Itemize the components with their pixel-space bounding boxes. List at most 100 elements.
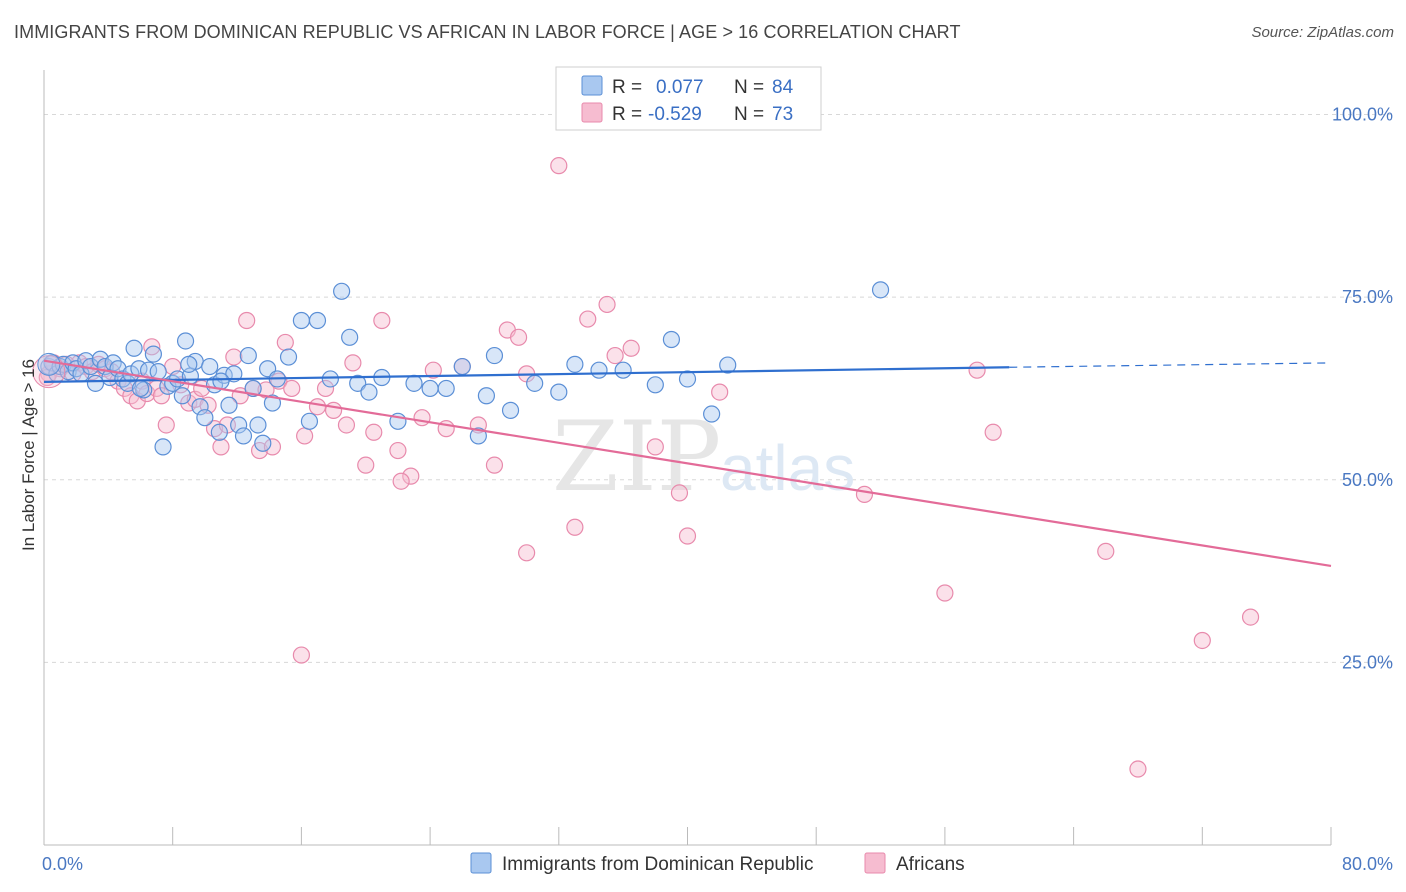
- axes: 100.0% 75.0% 50.0% 25.0% 0.0% 80.0%: [42, 70, 1393, 874]
- x-tick-label: 0.0%: [42, 854, 83, 874]
- africans-point: [212, 438, 230, 456]
- correlation-legend: R = 0.077 N = 84 R = -0.529 N = 73: [555, 66, 822, 131]
- africans-point: [646, 438, 664, 456]
- dominican-point: [144, 345, 162, 363]
- dominican-point: [254, 434, 272, 452]
- africans-trend-line: [43, 359, 1332, 568]
- africans-point: [622, 339, 640, 357]
- legend-r-label: R =: [612, 104, 642, 125]
- africans-point: [292, 646, 310, 664]
- dominican-point: [333, 282, 351, 300]
- africans-point: [509, 328, 528, 346]
- dominican-point: [453, 357, 471, 376]
- legend-n-value-blue: 84: [772, 77, 794, 98]
- africans-point: [152, 387, 171, 405]
- africans-point: [711, 383, 729, 401]
- dominican-point: [550, 383, 568, 401]
- africans-point: [1097, 542, 1115, 560]
- dominican-point: [86, 374, 105, 392]
- series-legend-label-pink: Africans: [896, 854, 965, 875]
- africans-point: [518, 544, 536, 562]
- africans-point: [936, 584, 954, 602]
- dominican-point: [614, 361, 632, 379]
- africans-point: [413, 409, 431, 427]
- africans-point: [316, 379, 335, 398]
- africans-point: [263, 438, 282, 456]
- dominican-point: [590, 361, 608, 379]
- africans-point: [296, 427, 314, 445]
- africans-point: [392, 472, 410, 490]
- dominican-point: [871, 281, 890, 299]
- dominican-point: [360, 383, 378, 401]
- y-tick-label: 75.0%: [1342, 287, 1393, 307]
- africans-point: [550, 157, 568, 175]
- dominican-point: [292, 311, 310, 330]
- africans-point: [238, 311, 256, 330]
- series-legend: Immigrants from Dominican Republic Afric…: [470, 852, 965, 875]
- legend-n-value-pink: 73: [772, 104, 793, 125]
- watermark-atlas: atlas: [720, 432, 855, 504]
- legend-r-value-pink: -0.529: [648, 104, 702, 125]
- dominican-point: [279, 348, 298, 366]
- africans-point: [1129, 760, 1147, 778]
- dominican-point: [131, 379, 150, 398]
- dominican-point: [321, 370, 339, 388]
- africans-point: [373, 311, 391, 330]
- africans-point: [402, 467, 420, 485]
- watermark: ZIP atlas: [552, 401, 855, 513]
- dominican-point: [526, 374, 544, 392]
- africans-point: [157, 416, 175, 434]
- dominican-point: [341, 328, 359, 346]
- dominican-point: [501, 401, 520, 419]
- y-tick-label: 50.0%: [1342, 470, 1393, 490]
- africans-point: [308, 398, 327, 416]
- africans-point: [283, 379, 301, 398]
- dominican-point: [662, 330, 681, 349]
- dominican-point: [421, 379, 439, 398]
- dominican-point: [678, 370, 697, 388]
- series-legend-swatch-blue: [470, 852, 492, 874]
- africans-point: [1193, 631, 1211, 650]
- chart-title: IMMIGRANTS FROM DOMINICAN REPUBLIC VS AF…: [14, 22, 961, 42]
- y-tick-label: 100.0%: [1332, 105, 1393, 125]
- chart-source: Source: ZipAtlas.com: [1251, 24, 1394, 41]
- dominican-point: [234, 427, 253, 445]
- dominican-point: [180, 355, 198, 373]
- africans-point: [389, 441, 407, 460]
- africans-point: [344, 354, 362, 372]
- dominican-point: [119, 374, 137, 392]
- legend-r-value-blue: 0.077: [656, 77, 704, 98]
- data-points: [32, 157, 1260, 778]
- x-tick-label: 80.0%: [1342, 854, 1393, 874]
- dominican-point: [239, 346, 257, 365]
- dominican-point: [485, 346, 504, 365]
- dominican-trend-extension: [1009, 362, 1332, 368]
- dominican-trend-line: [43, 366, 1010, 383]
- y-tick-label: 25.0%: [1342, 652, 1393, 672]
- dominican-point: [154, 438, 172, 456]
- dominican-point: [349, 374, 367, 392]
- dominican-point: [469, 427, 487, 445]
- dominican-point: [220, 396, 238, 414]
- africans-point: [1241, 608, 1260, 626]
- africans-point: [337, 416, 356, 434]
- africans-point: [365, 423, 383, 441]
- dominican-point: [263, 394, 282, 412]
- africans-point: [225, 348, 243, 366]
- africans-point: [984, 423, 1002, 441]
- dominican-point: [437, 379, 455, 398]
- dominican-point: [703, 405, 721, 423]
- legend-swatch-blue: [581, 75, 603, 96]
- africans-point: [670, 484, 689, 502]
- watermark-zip: ZIP: [552, 401, 721, 513]
- dominican-point: [566, 355, 584, 373]
- africans-point: [606, 346, 624, 365]
- dominican-point: [210, 423, 228, 441]
- dominican-point: [300, 412, 319, 430]
- dominican-point: [405, 374, 423, 392]
- africans-point: [424, 361, 442, 379]
- dominican-point: [646, 376, 664, 394]
- dominican-point: [125, 339, 143, 357]
- dominican-point: [173, 387, 191, 405]
- dominican-point: [212, 372, 230, 390]
